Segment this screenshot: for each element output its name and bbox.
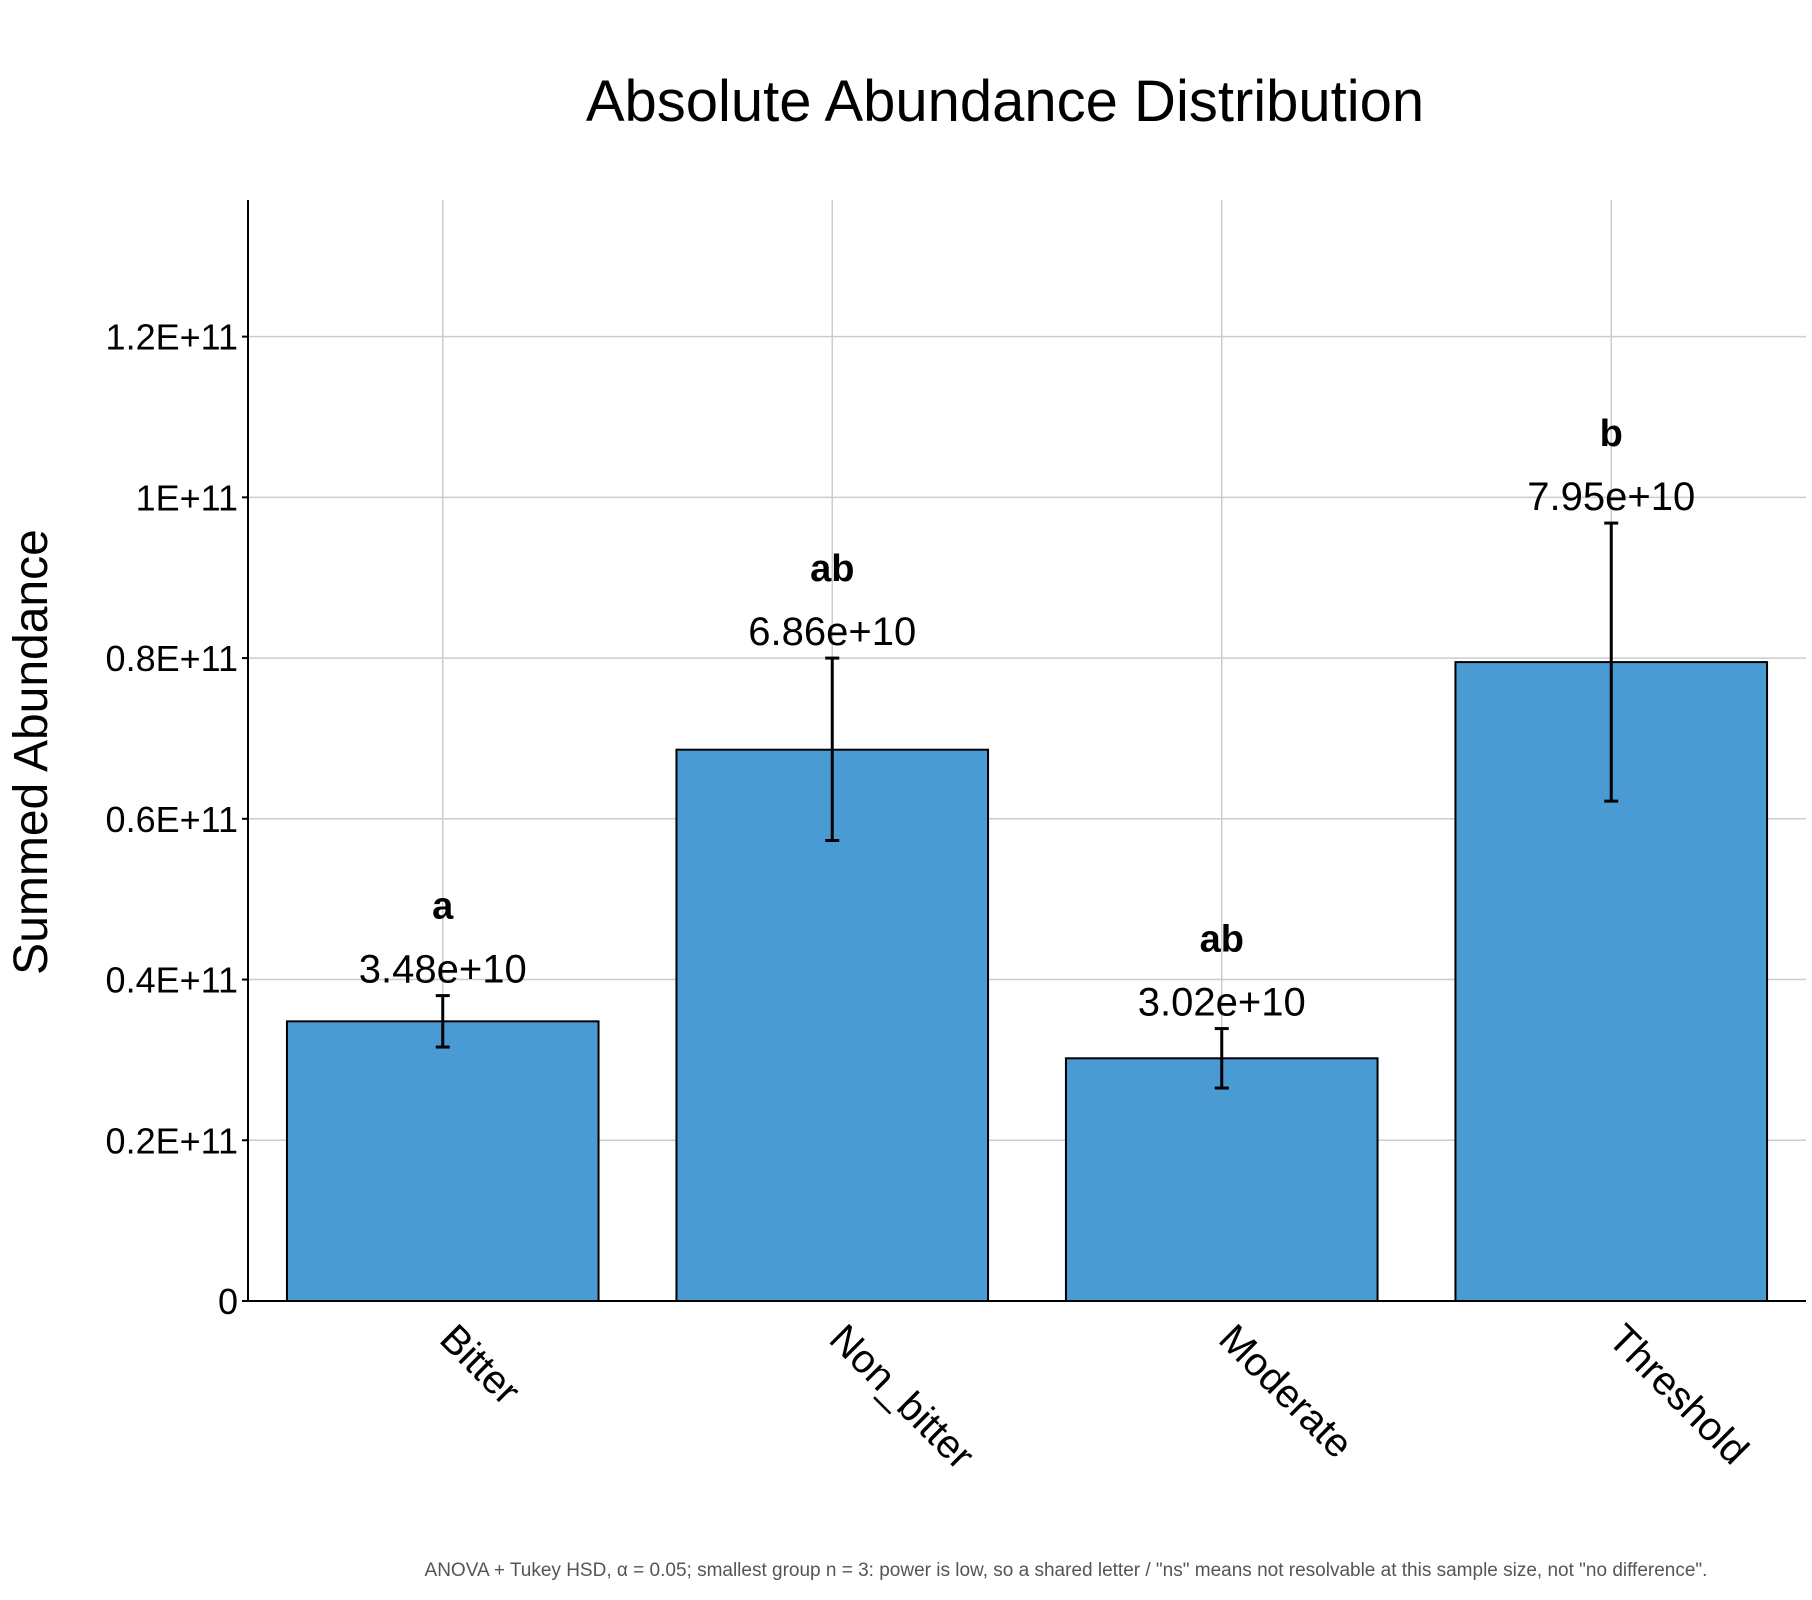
- significance-letter: a: [432, 886, 454, 928]
- value-label: 3.02e+10: [1138, 981, 1306, 1025]
- bar-moderate: [1064, 1057, 1379, 1303]
- significance-letter: ab: [1200, 919, 1244, 961]
- chart-title: Absolute Abundance Distribution: [586, 69, 1424, 134]
- bar-bitter: [285, 1020, 600, 1303]
- y-axis-label: Summed Abundance: [5, 529, 58, 975]
- footnote: ANOVA + Tukey HSD, α = 0.05; smallest gr…: [425, 1560, 1708, 1581]
- y-tick-label: 1E+11: [136, 477, 238, 518]
- y-tick-label: 0: [218, 1281, 238, 1322]
- y-tick-label: 0.4E+11: [106, 960, 238, 1001]
- x-tick-label: Non_bitter: [821, 1316, 983, 1478]
- y-tick-label: 0.2E+11: [106, 1120, 238, 1161]
- significance-letter: b: [1600, 413, 1623, 455]
- x-tick-label: Bitter: [431, 1316, 528, 1413]
- y-tick-label: 1.2E+11: [106, 317, 238, 358]
- value-label: 7.95e+10: [1527, 475, 1695, 519]
- significance-letter: ab: [810, 548, 854, 590]
- bars: [285, 521, 1769, 1303]
- x-tick-label: Threshold: [1600, 1316, 1757, 1473]
- value-label: 6.86e+10: [748, 610, 916, 654]
- x-tick-label: Moderate: [1210, 1316, 1361, 1467]
- y-tick-label: 0.8E+11: [106, 638, 238, 679]
- value-label: 3.48e+10: [359, 948, 527, 992]
- y-tick-label: 0.6E+11: [106, 799, 238, 840]
- labels: 3.48e+10 a 6.86e+10 ab 3.02e+10 ab 7.95e+10 b: [359, 413, 1695, 1024]
